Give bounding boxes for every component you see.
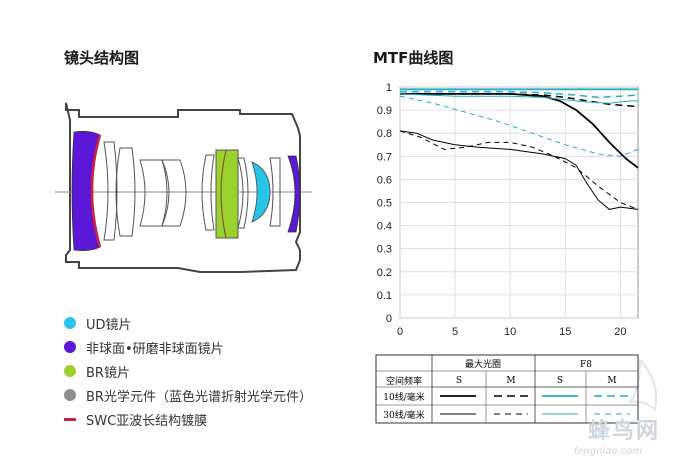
watermark-logo — [627, 357, 657, 413]
key-sub-s: S — [456, 376, 462, 386]
lens-barrel-outline — [65, 102, 301, 273]
key-sub-s: S — [557, 376, 563, 386]
mtf-series-line-2 — [400, 93, 639, 108]
legend-item-swc: SWC亚波长结构镀膜 — [64, 407, 312, 431]
lens-element-5 — [161, 159, 187, 227]
lens-element-2 — [103, 141, 118, 241]
legend-label: UD镜片 — [86, 317, 132, 333]
y-tick-label: 1 — [386, 82, 392, 94]
legend-item-br: BR镜片 — [64, 359, 312, 383]
br-dot-icon — [64, 365, 76, 377]
x-tick-label: 0 — [397, 326, 403, 338]
key-header-frequency: 空间频率 — [386, 375, 422, 387]
key-header-max-aperture: 最大光圈 — [465, 358, 501, 370]
lens-element-br — [215, 149, 239, 239]
key-header-f8: F8 — [580, 360, 592, 370]
mtf-series-line-5 — [399, 130, 639, 210]
legend-label: 非球面•研磨非球面镜片 — [86, 341, 224, 357]
legend-item-ud: UD镜片 — [64, 311, 312, 335]
lens-element-4 — [139, 159, 168, 227]
legend-item-br-optics: BR光学元件（蓝色光谱折射光学元件） — [64, 383, 312, 407]
y-tick-label: 0.6 — [377, 174, 392, 186]
lens-legend: UD镜片 非球面•研磨非球面镜片 BR镜片 BR光学元件（蓝色光谱折射光学元件）… — [64, 311, 312, 431]
y-tick-label: 0.4 — [377, 221, 392, 233]
mtf-series-line-8 — [399, 95, 639, 157]
lens-element-aspherical-front — [71, 131, 101, 251]
x-tick-label: 20 — [614, 326, 626, 338]
y-tick-label: 0.8 — [377, 128, 392, 140]
key-sub-m: M — [506, 376, 515, 386]
lens-element-8 — [269, 157, 281, 227]
x-tick-label: 15 — [559, 326, 571, 338]
lens-element-ud — [251, 161, 271, 223]
ud-dot-icon — [64, 317, 76, 329]
aspherical-dot-icon — [64, 341, 76, 353]
y-tick-label: 0.5 — [377, 198, 392, 210]
swc-dash-icon — [64, 417, 76, 421]
watermark-text: 蜂鸟网 — [587, 419, 660, 444]
mtf-series-line-4 — [400, 90, 639, 99]
mtf-series-line-7 — [399, 93, 638, 104]
mtf-chart-title: MTF曲线图 — [373, 49, 454, 67]
lens-element-6 — [201, 154, 215, 231]
y-tick-label: 0.7 — [377, 151, 392, 163]
y-tick-label: 0.2 — [377, 267, 392, 279]
x-tick-label: 10 — [504, 326, 516, 338]
watermark-sub: fengniao.com — [573, 446, 642, 457]
legend-label: BR光学元件（蓝色光谱折射光学元件） — [86, 389, 312, 405]
y-tick-label: 0.9 — [377, 105, 392, 117]
lens-element-7 — [237, 157, 249, 229]
legend-label: SWC亚波长结构镀膜 — [86, 413, 208, 429]
y-tick-label: 0 — [386, 313, 392, 325]
x-tick-label: 5 — [452, 326, 458, 338]
br-optics-dot-icon — [64, 389, 76, 401]
swc-coating-line — [90, 134, 102, 248]
plot-area — [399, 86, 639, 319]
mtf-series-line-6 — [399, 130, 639, 210]
key-sub-m: M — [607, 376, 616, 386]
legend-item-aspherical: 非球面•研磨非球面镜片 — [64, 335, 312, 359]
mtf-series-line-1 — [400, 93, 639, 169]
lens-element-aspherical-rear — [287, 155, 301, 233]
key-row-10: 10线/毫米 — [383, 391, 425, 403]
y-tick-label: 0.3 — [377, 244, 392, 256]
key-row-30: 30线/毫米 — [383, 409, 425, 421]
br-optical-element — [220, 149, 227, 239]
legend-label: BR镜片 — [86, 365, 130, 381]
lens-element-3 — [115, 147, 136, 237]
lens-diagram-title: 镜头结构图 — [64, 49, 140, 67]
y-tick-label: 0.1 — [377, 290, 392, 302]
